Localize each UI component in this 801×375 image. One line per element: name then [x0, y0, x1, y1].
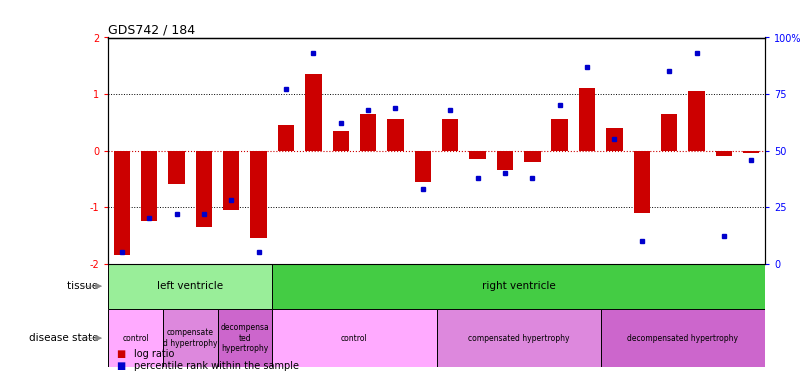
Text: disease state: disease state [29, 333, 102, 343]
Bar [497, 150, 513, 170]
Bar [360, 114, 376, 150]
Text: compensated hypertrophy: compensated hypertrophy [468, 334, 570, 343]
Text: tissue: tissue [67, 281, 102, 291]
Bar [415, 150, 431, 182]
Bar [272, 309, 437, 368]
Text: compensate
d hypertrophy: compensate d hypertrophy [163, 328, 218, 348]
Bar [168, 150, 185, 184]
Bar [387, 119, 404, 150]
Bar [469, 150, 485, 159]
Bar [251, 150, 267, 238]
Bar [332, 131, 349, 150]
Bar [688, 91, 705, 150]
Text: decompensa
ted
hypertrophy: decompensa ted hypertrophy [220, 323, 269, 353]
Bar [524, 150, 541, 162]
Bar [743, 150, 759, 153]
Text: right ventricle: right ventricle [481, 281, 556, 291]
Bar [278, 125, 294, 150]
Text: log ratio: log ratio [134, 350, 174, 359]
Bar [163, 309, 218, 368]
Bar [661, 114, 678, 150]
Text: ■: ■ [116, 361, 126, 370]
Bar [141, 150, 157, 221]
Text: percentile rank within the sample: percentile rank within the sample [134, 361, 299, 370]
Bar [108, 309, 163, 368]
Bar [114, 150, 130, 255]
Bar [195, 150, 212, 227]
Bar [272, 264, 765, 309]
Text: left ventricle: left ventricle [157, 281, 223, 291]
Bar [716, 150, 732, 156]
Bar [579, 88, 595, 150]
Bar [108, 264, 272, 309]
Bar [223, 150, 239, 210]
Bar [218, 309, 272, 368]
Bar [437, 309, 601, 368]
Bar [442, 119, 458, 150]
Bar [305, 74, 321, 150]
Text: GDS742 / 184: GDS742 / 184 [108, 23, 195, 36]
Bar [606, 128, 622, 150]
Bar [601, 309, 765, 368]
Bar [634, 150, 650, 213]
Text: control: control [341, 334, 368, 343]
Text: ■: ■ [116, 350, 126, 359]
Text: decompensated hypertrophy: decompensated hypertrophy [627, 334, 739, 343]
Bar [551, 119, 568, 150]
Text: control: control [122, 334, 149, 343]
